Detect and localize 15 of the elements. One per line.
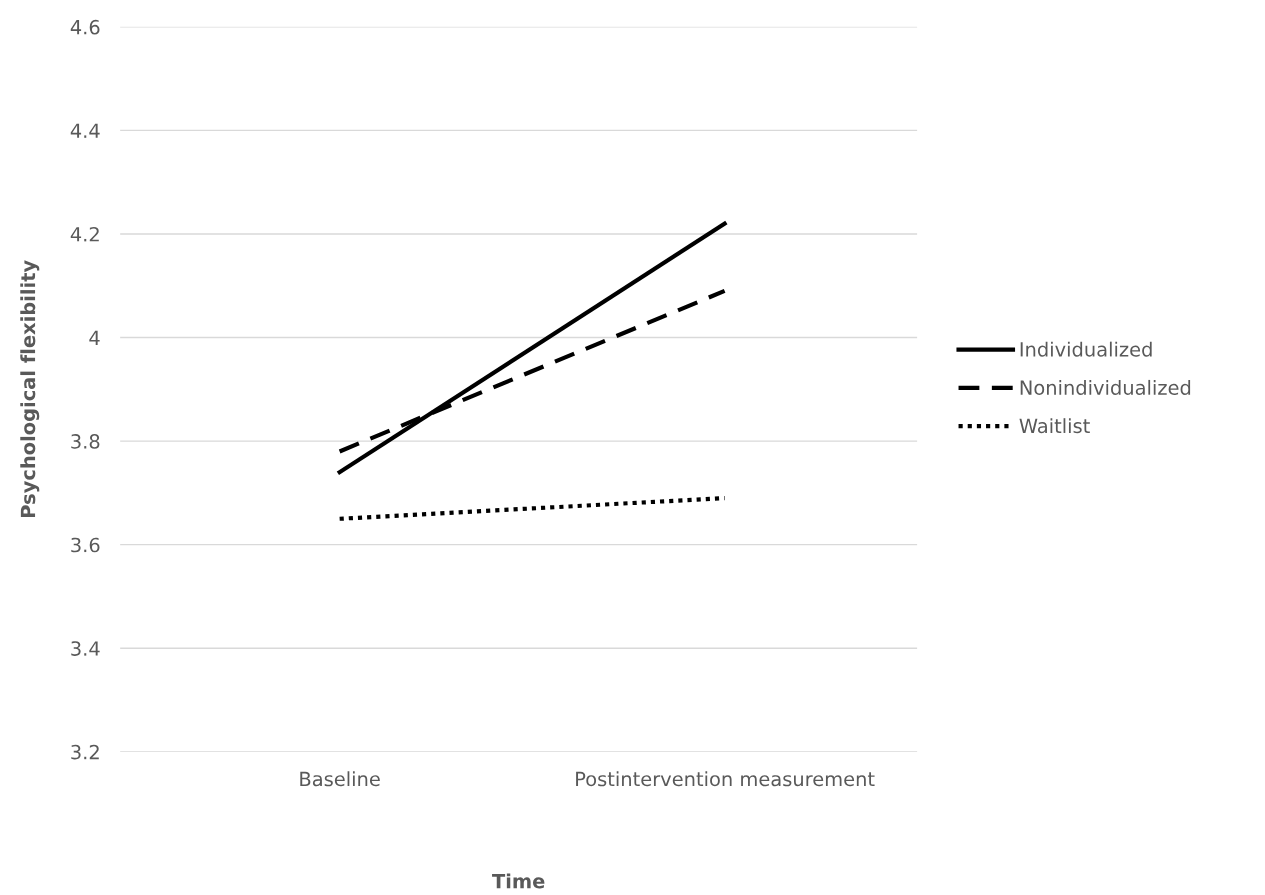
x-tick-label: Baseline xyxy=(300,771,380,787)
y-tick-label: 3.6 xyxy=(71,537,100,553)
legend-label: Individualized xyxy=(1020,341,1152,357)
y-tick-label: 4.4 xyxy=(70,123,100,138)
y-tick-label: 4 xyxy=(89,330,100,345)
y-tick-label: 4.2 xyxy=(70,226,99,242)
x-axis-title: Time xyxy=(492,873,545,889)
y-tick-label: 3.2 xyxy=(71,744,99,760)
y-tick-label: 3.8 xyxy=(71,434,100,449)
legend-label: Waitlist xyxy=(1019,418,1090,434)
legend-label: Nonindividualized xyxy=(1020,379,1191,395)
y-tick-label: 3.4 xyxy=(71,641,100,656)
y-tick-label: 4.6 xyxy=(70,19,100,35)
y-axis-title: Psychological flexibility xyxy=(20,260,40,518)
x-tick-label: Postintervention measurement xyxy=(576,771,875,787)
